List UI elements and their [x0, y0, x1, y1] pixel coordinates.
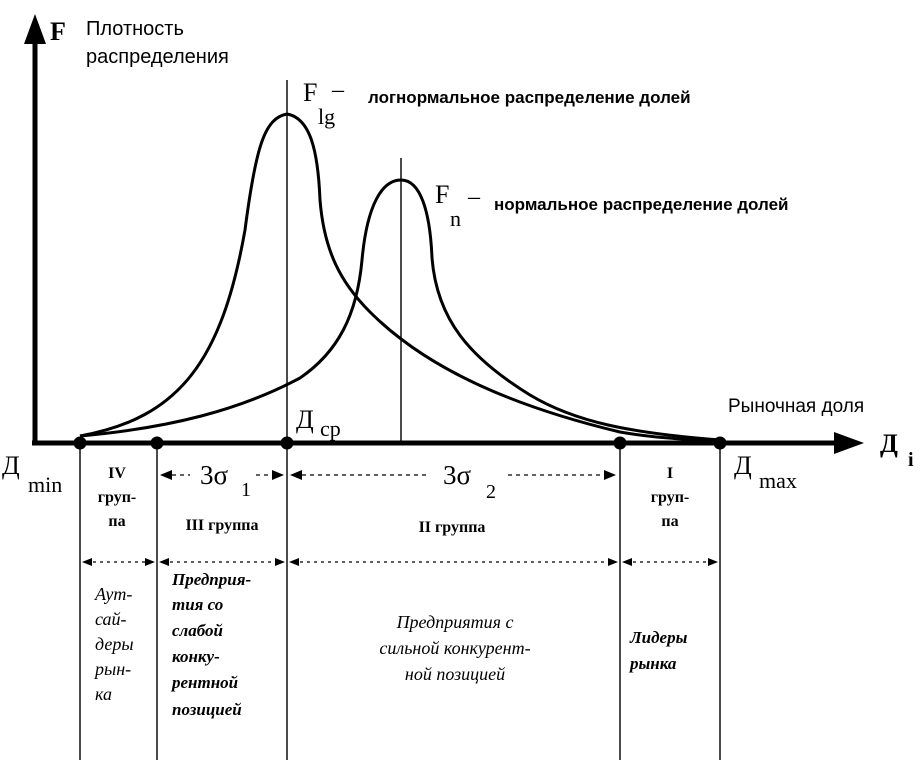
- group-iii-description: Предприя- тия со слабой конку- рентной п…: [170, 570, 251, 719]
- group-iv-desc-line: деры: [95, 634, 134, 654]
- group-iv-desc-line: Аут-: [94, 584, 132, 604]
- group-ii-desc-line: ной позицией: [405, 664, 505, 684]
- group-iv-description: Аут- сай- деры рын- ка: [93, 584, 134, 704]
- group-i-name-line: па: [661, 513, 678, 530]
- normal-symbol: F: [435, 180, 449, 209]
- dcp-symbol: Д: [296, 405, 314, 434]
- dcp-subscript: ср: [320, 416, 341, 441]
- lognormal-symbol-subscript: lg: [318, 104, 335, 129]
- normal-symbol-subscript: n: [450, 206, 461, 231]
- dmax-symbol: Д: [734, 451, 752, 480]
- y-axis-label-line2: распределения: [86, 46, 229, 68]
- group-iv-desc-line: сай-: [95, 609, 127, 629]
- lognormal-description: логнормальное распределение долей: [368, 88, 691, 107]
- group-i-name: I груп- па: [651, 465, 690, 530]
- group-range-arrows: [82, 558, 718, 566]
- group-i-description: Лидеры рынка: [628, 628, 688, 673]
- sigma2-span: [290, 470, 616, 480]
- group-iv-desc-line: ка: [95, 684, 112, 704]
- group-iv-name-line: груп-: [98, 489, 137, 506]
- group-i-name-line: груп-: [651, 489, 690, 506]
- group-iii-name: III группа: [185, 517, 258, 534]
- group-iii-desc-line: тия со: [172, 595, 223, 614]
- group-i-desc-line: Лидеры: [629, 628, 688, 647]
- group-iii-desc-line: рентной: [170, 673, 238, 692]
- group-iii-desc-line: конку-: [172, 647, 220, 666]
- lognormal-curve: [79, 112, 721, 442]
- x-axis-label: Рыночная доля: [728, 396, 864, 417]
- group-ii-desc-line: сильной конкурент-: [379, 638, 530, 658]
- boundary-dot-dcp: [280, 436, 294, 450]
- group-i-desc-line: рынка: [628, 654, 677, 673]
- dmin-subscript: min: [28, 472, 62, 497]
- x-axis-symbol-subscript: i: [908, 449, 914, 471]
- group-iv-name-line: па: [108, 513, 125, 530]
- normal-dash: –: [467, 184, 481, 210]
- dmax-subscript: max: [759, 468, 797, 493]
- group-iii-desc-line: позицией: [172, 700, 242, 719]
- sigma1-symbol: 3σ: [200, 460, 229, 490]
- group-iii-desc-line: Предприя-: [171, 570, 251, 589]
- group-iii-desc-line: слабой: [172, 621, 223, 640]
- x-axis-arrow: [834, 432, 864, 454]
- group-ii-desc-line: Предприятия с: [396, 612, 514, 632]
- normal-curve: [79, 178, 721, 442]
- y-axis-label-line1: Плотность: [86, 18, 184, 40]
- y-axis-symbol: F: [50, 17, 66, 46]
- group-iv-name-line: IV: [108, 465, 126, 482]
- group-ii-description: Предприятия с сильной конкурент- ной поз…: [379, 612, 530, 684]
- y-axis-arrow: [24, 14, 46, 44]
- sigma1-span: [160, 470, 284, 480]
- sigma2-subscript: 2: [486, 481, 496, 503]
- group-ii-name: II группа: [419, 519, 486, 536]
- lognormal-dash: –: [331, 77, 345, 103]
- group-iv-desc-line: рын-: [93, 659, 131, 679]
- lognormal-symbol: F: [303, 78, 317, 107]
- sigma1-subscript: 1: [241, 479, 251, 501]
- dmin-symbol: Д: [2, 451, 20, 480]
- group-i-name-line: I: [667, 465, 673, 482]
- group-iv-name: IV груп- па: [98, 465, 137, 530]
- sigma2-symbol: 3σ: [443, 460, 472, 490]
- x-axis-symbol: Д: [880, 429, 898, 458]
- normal-description: нормальное распределение долей: [494, 195, 789, 214]
